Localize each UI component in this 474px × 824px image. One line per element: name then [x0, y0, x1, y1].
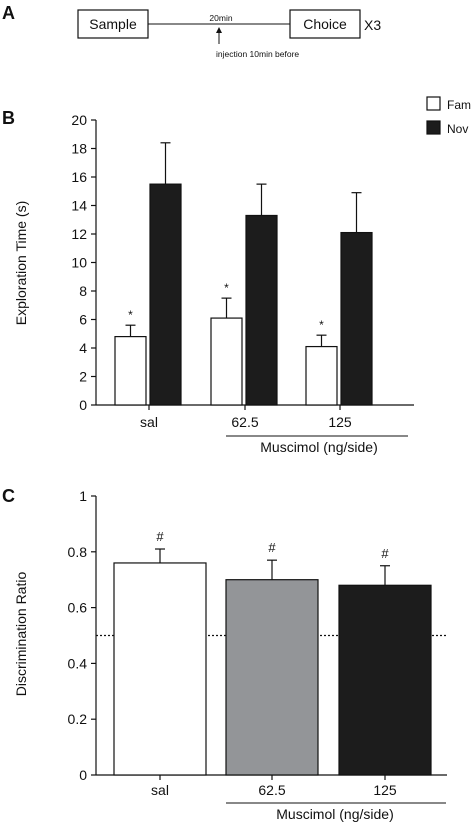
- panel-c-significance-marker: #: [381, 546, 389, 561]
- sample-label: Sample: [89, 16, 137, 32]
- panel-c-significance-marker: #: [156, 529, 164, 544]
- panel-b-bar-fam: [305, 345, 338, 406]
- panel-b-bar-fam: [114, 336, 147, 406]
- panel-c-letter: C: [2, 486, 15, 506]
- panel-b-legend-label: Nov: [447, 122, 468, 136]
- panel-b-y-tick-label: 20: [71, 112, 87, 128]
- panel-c-y-tick-label: 0: [79, 767, 87, 783]
- panel-b-significance-marker: *: [128, 308, 133, 322]
- panel-b-bar-nov: [245, 214, 278, 406]
- panel-b-y-tick-label: 10: [71, 255, 87, 271]
- panel-b-y-tick-label: 6: [79, 312, 87, 328]
- panel-b-letter: B: [2, 108, 15, 128]
- panel-c-x-tick-labels: sal 62.5 125: [151, 782, 397, 798]
- panel-b-legend-swatch-fam: [426, 96, 441, 111]
- panel-c-y-tick-label: 0.6: [68, 600, 88, 616]
- panel-a-letter: A: [2, 3, 15, 23]
- panel-c-bars: # # #: [96, 529, 447, 776]
- delay-label: 20min: [209, 13, 232, 23]
- panel-c-axes: 0 0.2 0.4 0.6 0.8 1: [68, 488, 447, 783]
- panel-c-y-tick-label: 0.8: [68, 544, 88, 560]
- panel-b-x-tick-label: 125: [328, 414, 352, 430]
- panel-a: A Sample 20min injection 10min before Ch…: [2, 3, 381, 59]
- panel-b-legend-swatch-nov: [426, 120, 441, 135]
- panel-b-y-axis-title: Exploration Time (s): [13, 201, 29, 325]
- panel-b-y-tick-label: 4: [79, 340, 87, 356]
- sample-box: [77, 9, 149, 39]
- panel-b-legend: Fam Nov: [426, 96, 471, 136]
- panel-c-x-tick-label: 125: [373, 782, 397, 798]
- injection-label: injection 10min before: [216, 49, 299, 59]
- panel-b-bar-nov: [340, 231, 373, 406]
- panel-c-x-tick-label: sal: [151, 782, 169, 798]
- panel-b-x-axis-title: Muscimol (ng/side): [260, 439, 377, 455]
- arrow-head-icon: [216, 27, 222, 33]
- panel-b-x-tick-label: 62.5: [231, 414, 258, 430]
- panel-c-bar: [113, 562, 207, 776]
- panel-c-y-tick-label: 0.4: [68, 655, 88, 671]
- choice-box: [289, 9, 361, 39]
- choice-label: Choice: [303, 16, 347, 32]
- panel-c-y-tick-label: 0.2: [68, 711, 88, 727]
- panel-b-y-tick-label: 2: [79, 369, 87, 385]
- panel-c-x-tick-label: 62.5: [258, 782, 285, 798]
- panel-b-legend-label: Fam: [447, 98, 471, 112]
- panel-c-y-tick-label: 1: [79, 488, 87, 504]
- repeat-label: X3: [364, 17, 381, 33]
- panel-b-bar-nov: [149, 183, 182, 406]
- panel-b-x-tick-labels: sal 62.5 125: [140, 414, 352, 430]
- panel-b-y-tick-label: 14: [71, 198, 87, 214]
- panel-c: C Discrimination Ratio 00.20.40.60.81 ##…: [2, 486, 447, 822]
- panel-c-x-axis-title: Muscimol (ng/side): [276, 806, 393, 822]
- panel-b-significance-marker: *: [319, 318, 324, 332]
- panel-b-bar-fam: [210, 317, 243, 406]
- panel-b-significance-marker: *: [224, 281, 229, 295]
- panel-c-significance-marker: #: [268, 540, 276, 555]
- panel-b: B Exploration Time (s) 0 2 4 6 8 10 12 14 16 18 20…: [2, 96, 471, 455]
- panel-b-y-tick-label: 18: [71, 141, 87, 157]
- panel-b-bars: * * *: [114, 142, 373, 406]
- panel-b-y-tick-label: 0: [79, 397, 87, 413]
- panel-c-y-axis-title: Discrimination Ratio: [13, 572, 29, 697]
- panel-b-x-tick-label: sal: [140, 414, 158, 430]
- panel-c-bar: [225, 579, 319, 776]
- panel-b-y-tick-label: 16: [71, 169, 87, 185]
- panel-b-y-tick-label: 8: [79, 283, 87, 299]
- panel-b-y-tick-label: 12: [71, 226, 87, 242]
- panel-c-bar: [338, 584, 432, 776]
